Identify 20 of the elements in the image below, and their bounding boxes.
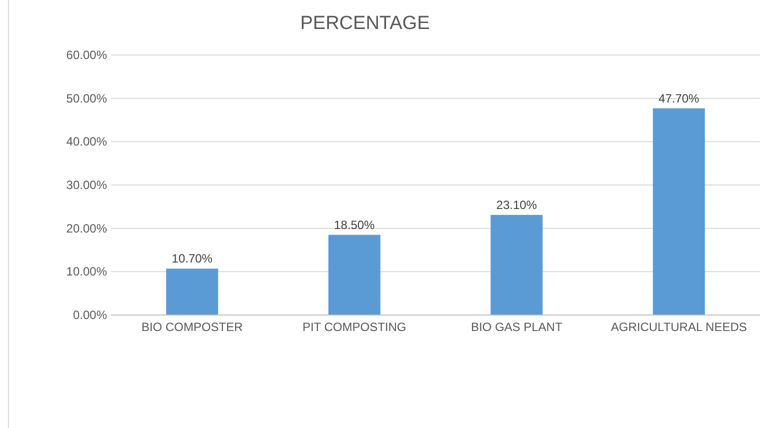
x-tick-label: BIO COMPOSTER bbox=[141, 320, 244, 334]
y-tick-label: 10.00% bbox=[66, 264, 108, 279]
x-tick-label: PIT COMPOSTING bbox=[302, 320, 406, 334]
bar bbox=[328, 234, 380, 315]
y-tick-label: 0.00% bbox=[72, 308, 108, 322]
data-label: 10.70% bbox=[172, 252, 213, 266]
y-tick-label: 30.00% bbox=[66, 178, 108, 192]
y-tick-label: 20.00% bbox=[66, 221, 108, 236]
y-tick-label: 40.00% bbox=[66, 134, 108, 149]
bar bbox=[166, 268, 218, 315]
data-label: 23.10% bbox=[496, 198, 538, 212]
data-label: 18.50% bbox=[334, 218, 376, 232]
x-tick-label: AGRICULTURAL NEEDS bbox=[610, 320, 747, 334]
y-tick-label: 50.00% bbox=[66, 91, 108, 106]
bar bbox=[652, 108, 705, 315]
data-label: 47.70% bbox=[658, 91, 700, 106]
bar bbox=[490, 214, 543, 315]
x-tick-label: BIO GAS PLANT bbox=[470, 320, 563, 334]
chart-title: PERCENTAGE bbox=[300, 13, 430, 34]
y-tick-label: 60.00% bbox=[66, 48, 108, 62]
